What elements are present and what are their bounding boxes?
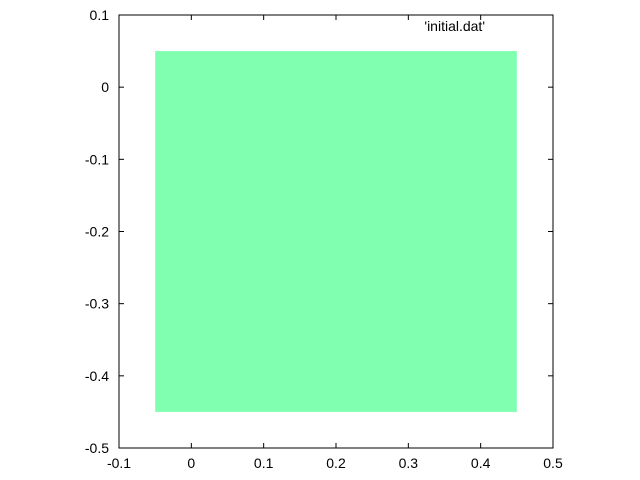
y-tick-label: -0.3 bbox=[85, 296, 109, 312]
x-tick-label: 0.5 bbox=[543, 455, 563, 471]
y-tick-label: -0.1 bbox=[85, 151, 109, 167]
data-layer bbox=[155, 51, 517, 412]
x-tick-label: -0.1 bbox=[107, 455, 131, 471]
y-tick-label: -0.5 bbox=[85, 440, 109, 456]
y-tick-label: 0.1 bbox=[90, 7, 110, 23]
y-tick-label: -0.4 bbox=[85, 368, 109, 384]
legend-label: 'initial.dat' bbox=[424, 18, 485, 34]
x-tick-label: 0 bbox=[187, 455, 195, 471]
x-tick-label: 0.2 bbox=[326, 455, 346, 471]
x-tick-label: 0.4 bbox=[471, 455, 491, 471]
y-tick-label: 0 bbox=[101, 79, 109, 95]
tick-layer: -0.1 0 0.1 0.2 0.3 0.4 0.5 0.1 0 -0.1 -0.2 -0.3 -0.4… bbox=[85, 7, 563, 471]
series-region-0 bbox=[155, 51, 517, 412]
x-tick-label: 0.3 bbox=[399, 455, 419, 471]
y-tick-label: -0.2 bbox=[85, 224, 109, 240]
x-tick-label: 0.1 bbox=[254, 455, 274, 471]
